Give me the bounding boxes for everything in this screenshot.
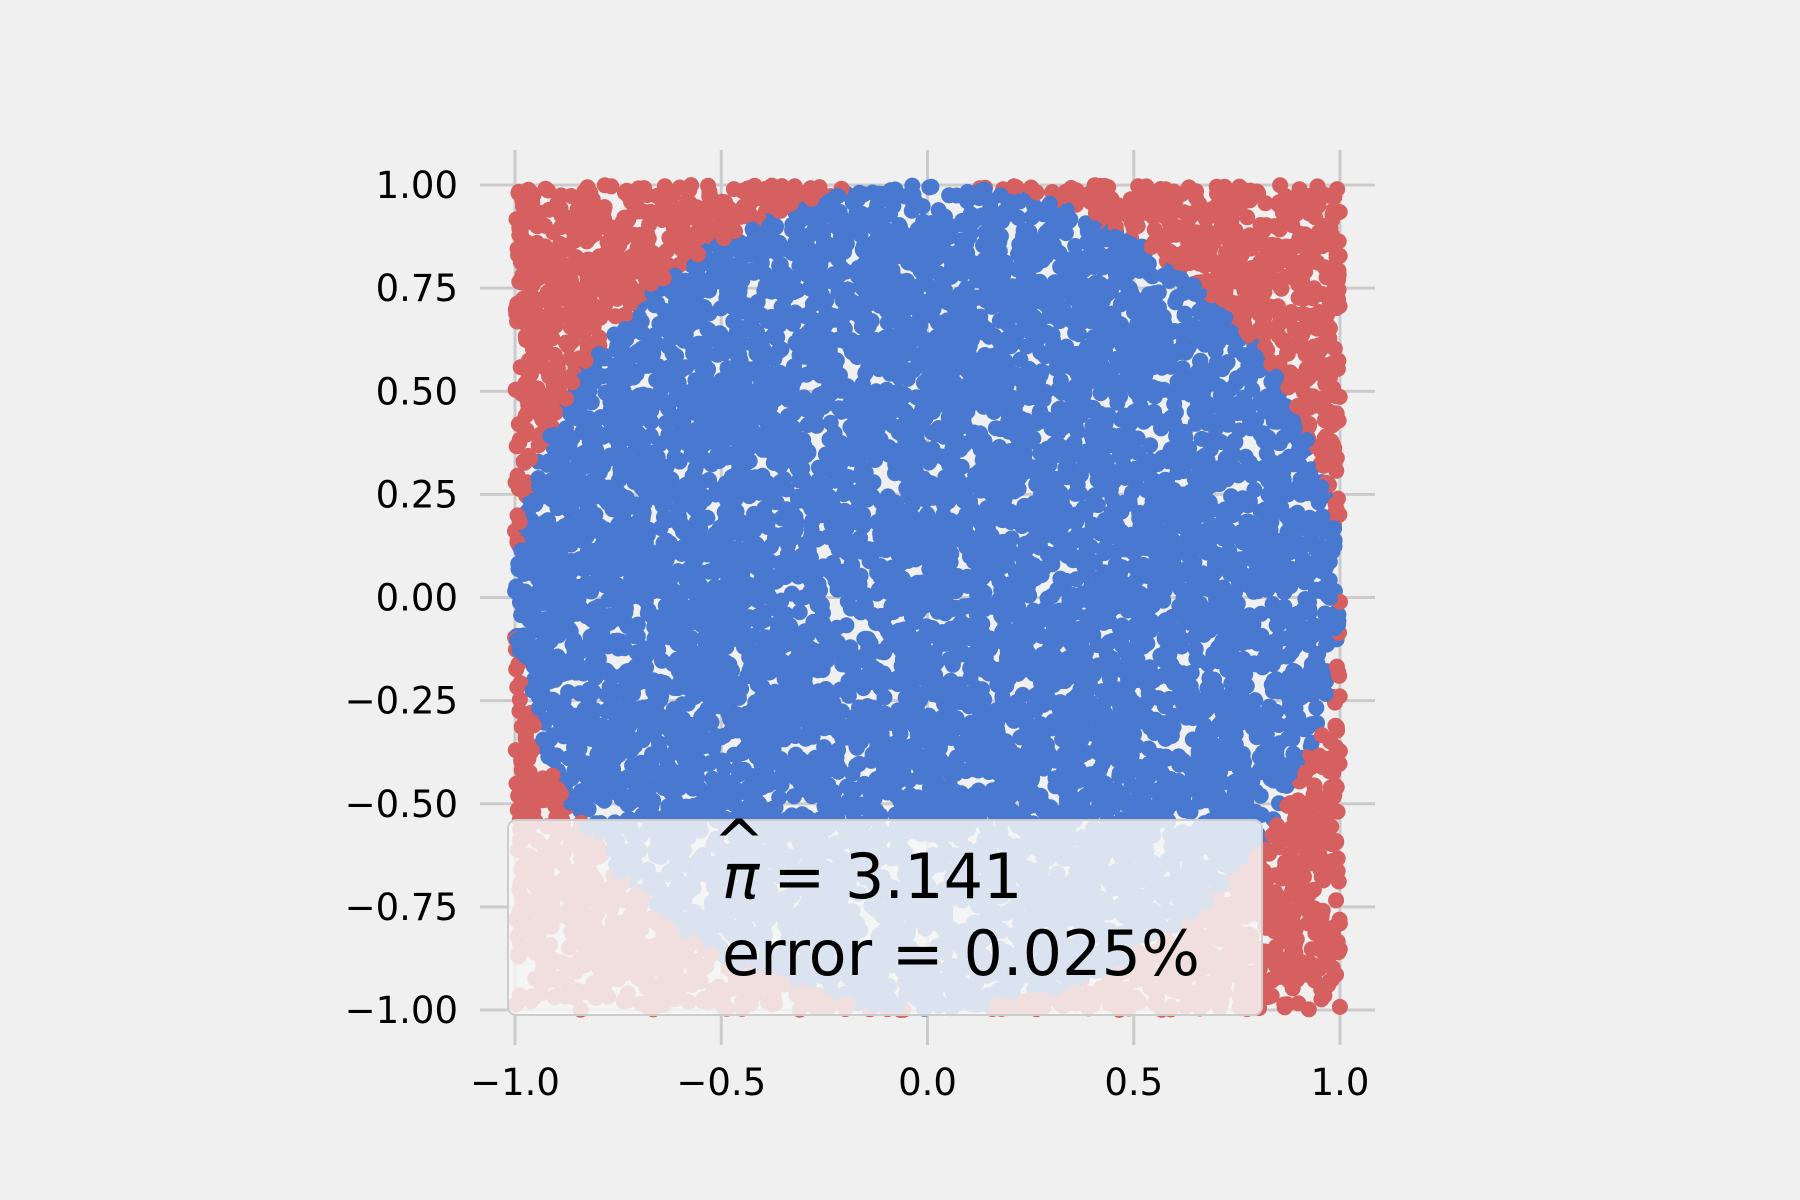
point-outside xyxy=(1272,177,1289,194)
point-inside xyxy=(680,680,697,697)
point-inside xyxy=(530,470,547,487)
point-inside xyxy=(833,403,850,420)
point-outside xyxy=(1329,181,1346,198)
point-inside xyxy=(787,746,804,763)
point-inside xyxy=(1059,469,1075,486)
point-inside xyxy=(1176,802,1193,819)
point-outside xyxy=(508,661,525,678)
point-outside xyxy=(1276,999,1293,1016)
point-inside xyxy=(1109,394,1126,411)
point-outside xyxy=(1331,998,1348,1015)
point-outside xyxy=(1239,209,1256,226)
point-inside xyxy=(560,684,577,701)
